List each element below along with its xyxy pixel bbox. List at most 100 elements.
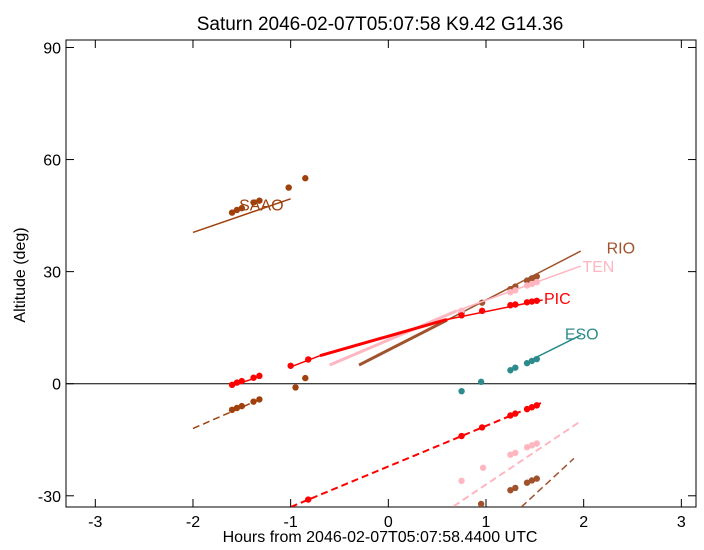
pic-data-point [523,405,531,413]
pic-track-line [290,354,321,368]
saao-data-point [228,209,236,216]
eso-data-point [528,357,536,365]
rio-data-point [512,484,519,492]
rio-data-point [528,477,536,484]
chart-title: Saturn 2046-02-07T05:07:58 K9.42 G14.36 [197,14,564,35]
eso-series-label: ESO [565,326,599,343]
ten-data-point [523,444,531,451]
rio-data-point [523,479,531,486]
ten-data-point [523,282,531,289]
ten-data-point [479,464,487,471]
pic-data-point [533,402,540,409]
saao-data-point [228,406,236,414]
rio-data-point [533,273,540,280]
saao-data-point [302,175,309,182]
pic-data-point [478,424,486,431]
eso-data-point [533,355,540,363]
rio-series-label: RIO [607,240,635,257]
x-tick-label: 0 [384,514,393,531]
saao-data-point [233,206,241,214]
saao-data-point [292,384,299,391]
saao-data-point [256,197,263,204]
ten-track-line [329,309,458,367]
y-tick-label: -30 [38,489,61,506]
saao-data-point [302,374,309,382]
pic-data-point [458,432,465,440]
y-tick-label: 0 [52,377,61,394]
pic-data-point [512,410,519,417]
pic-data-point [233,379,241,386]
pic-data-point [507,302,514,309]
pic-data-point [528,298,536,305]
pic-data-point [458,312,465,319]
saao-data-point [285,184,292,191]
rio-data-point [477,500,485,507]
eso-data-point [458,387,465,395]
y-tick-label: 90 [43,40,61,57]
rio-track-line [358,318,448,367]
pic-data-point [528,404,536,411]
ten-track-line [456,265,581,312]
eso-track-line [531,334,582,361]
saao-data-point [250,199,257,206]
eso-data-point [507,367,514,374]
saao-data-point [256,396,263,403]
y-tick-label: 30 [43,265,61,282]
ten-data-point [528,442,536,449]
saao-data-point [238,204,246,212]
rio-data-point [523,277,531,284]
x-tick-label: 1 [482,514,491,531]
plot-area [66,175,696,507]
pic-track-line [290,401,544,507]
saao-data-point [238,402,246,410]
ten-data-point [507,451,514,458]
ten-data-point [512,449,519,457]
pic-data-point [238,377,246,385]
pic-data-point [305,496,312,503]
x-axis-label: Hours from 2046-02-07T05:07:58.4400 UTC [223,529,538,546]
ten-data-point [533,278,540,286]
plot-frame [65,39,697,508]
rio-data-point [533,475,540,482]
pic-data-point [256,372,263,380]
ten-data-point [512,287,519,294]
y-tick-label: 60 [43,153,61,170]
ten-series-label: TEN [582,259,614,276]
saao-track-line [192,397,262,430]
pic-data-point [287,362,294,369]
saao-series-label: SAAO [239,197,283,214]
y-axis-label: Altitude (deg) [12,227,29,322]
saao-track-line [192,198,291,234]
pic-data-point [533,297,540,304]
x-tick-label: -1 [284,514,298,531]
eso-data-point [512,364,519,371]
x-tick-label: -3 [88,514,102,531]
pic-track-line [319,318,448,358]
pic-series-label: PIC [544,291,571,308]
ten-data-point [507,288,514,296]
eso-data-point [477,378,485,386]
pic-data-point [512,301,519,308]
pic-data-point [507,412,514,419]
rio-track-line [520,457,575,507]
eso-data-point [523,359,531,367]
x-tick-label: 2 [579,514,588,531]
x-tick-label: 3 [677,514,686,531]
x-tick-label: -2 [186,514,200,531]
ten-data-point [533,440,540,447]
rio-data-point [528,275,536,282]
pic-data-point [478,307,486,315]
saao-data-point [233,404,241,412]
ten-data-point [458,477,465,485]
pic-data-point [305,356,312,363]
pic-data-point [250,374,257,381]
pic-data-point [523,299,531,306]
pic-data-point [228,381,236,389]
saao-data-point [250,398,257,405]
ten-track-line [450,420,582,507]
ten-data-point [528,280,536,288]
rio-data-point [507,486,514,494]
ten-data-point [458,307,465,315]
